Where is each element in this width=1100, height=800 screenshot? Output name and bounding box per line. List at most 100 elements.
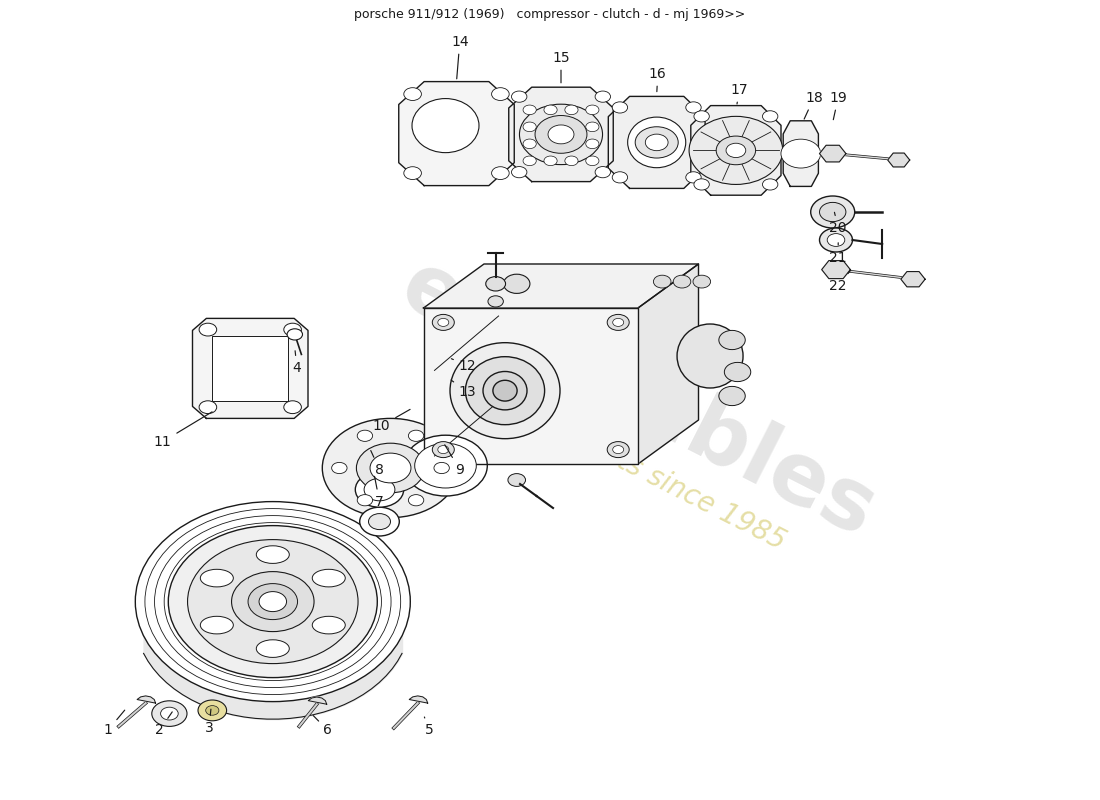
Text: 13: 13 bbox=[451, 380, 476, 399]
Polygon shape bbox=[138, 696, 155, 703]
Ellipse shape bbox=[200, 570, 233, 587]
Text: 17: 17 bbox=[730, 82, 748, 104]
Circle shape bbox=[719, 330, 746, 350]
Circle shape bbox=[198, 700, 227, 721]
Circle shape bbox=[360, 507, 399, 536]
Circle shape bbox=[492, 88, 509, 101]
Circle shape bbox=[565, 156, 579, 166]
Circle shape bbox=[368, 514, 390, 530]
Circle shape bbox=[535, 115, 587, 154]
Circle shape bbox=[524, 139, 537, 149]
Circle shape bbox=[322, 418, 459, 518]
Text: 11: 11 bbox=[154, 412, 212, 449]
Circle shape bbox=[404, 166, 421, 179]
Circle shape bbox=[689, 116, 783, 185]
Circle shape bbox=[519, 104, 603, 165]
Text: 21: 21 bbox=[829, 242, 847, 265]
Circle shape bbox=[544, 122, 558, 132]
Text: 1: 1 bbox=[103, 710, 124, 738]
Circle shape bbox=[635, 126, 679, 158]
Circle shape bbox=[586, 156, 600, 166]
Circle shape bbox=[438, 318, 449, 326]
Circle shape bbox=[504, 274, 530, 294]
Ellipse shape bbox=[412, 98, 478, 153]
Text: 2: 2 bbox=[155, 712, 173, 738]
Circle shape bbox=[524, 122, 537, 132]
Circle shape bbox=[544, 105, 558, 114]
Circle shape bbox=[685, 102, 701, 113]
Circle shape bbox=[781, 139, 821, 168]
Circle shape bbox=[716, 136, 756, 165]
Polygon shape bbox=[608, 97, 705, 189]
Circle shape bbox=[438, 446, 449, 454]
Circle shape bbox=[355, 472, 404, 507]
Circle shape bbox=[724, 362, 751, 382]
Circle shape bbox=[607, 314, 629, 330]
Circle shape bbox=[408, 494, 424, 506]
Circle shape bbox=[284, 401, 301, 414]
Circle shape bbox=[595, 166, 610, 178]
Circle shape bbox=[719, 386, 746, 406]
Circle shape bbox=[586, 105, 600, 114]
Circle shape bbox=[508, 474, 526, 486]
Circle shape bbox=[811, 196, 855, 228]
Ellipse shape bbox=[312, 616, 345, 634]
Circle shape bbox=[694, 110, 710, 122]
Polygon shape bbox=[424, 308, 638, 464]
Circle shape bbox=[488, 296, 504, 307]
Text: 18: 18 bbox=[804, 90, 823, 119]
Circle shape bbox=[827, 234, 845, 246]
Circle shape bbox=[524, 105, 537, 114]
Text: 6: 6 bbox=[314, 715, 332, 738]
Circle shape bbox=[685, 172, 701, 183]
Text: for parts since 1985: for parts since 1985 bbox=[529, 404, 791, 556]
Polygon shape bbox=[508, 87, 614, 182]
Circle shape bbox=[404, 88, 421, 101]
Circle shape bbox=[762, 110, 778, 122]
Text: 15: 15 bbox=[552, 50, 570, 83]
Polygon shape bbox=[308, 697, 327, 704]
Circle shape bbox=[512, 166, 527, 178]
Circle shape bbox=[358, 430, 373, 442]
Circle shape bbox=[726, 143, 746, 158]
Polygon shape bbox=[212, 336, 288, 401]
Circle shape bbox=[199, 323, 217, 336]
Circle shape bbox=[613, 446, 624, 454]
Circle shape bbox=[544, 156, 558, 166]
Polygon shape bbox=[901, 271, 925, 287]
Circle shape bbox=[646, 134, 668, 150]
Circle shape bbox=[653, 275, 671, 288]
Circle shape bbox=[613, 318, 624, 326]
Ellipse shape bbox=[483, 371, 527, 410]
Polygon shape bbox=[888, 153, 910, 167]
Circle shape bbox=[415, 443, 476, 488]
Polygon shape bbox=[398, 82, 515, 186]
Circle shape bbox=[284, 323, 301, 336]
Ellipse shape bbox=[200, 616, 233, 634]
Text: 19: 19 bbox=[829, 90, 847, 120]
Circle shape bbox=[332, 462, 348, 474]
Text: 3: 3 bbox=[205, 709, 213, 735]
Circle shape bbox=[370, 453, 411, 483]
Polygon shape bbox=[820, 146, 846, 162]
Circle shape bbox=[565, 139, 579, 149]
Circle shape bbox=[693, 275, 711, 288]
Circle shape bbox=[762, 179, 778, 190]
Circle shape bbox=[613, 172, 628, 183]
Text: 16: 16 bbox=[649, 66, 667, 92]
Circle shape bbox=[152, 701, 187, 726]
Polygon shape bbox=[409, 696, 428, 703]
Circle shape bbox=[433, 462, 449, 474]
Text: 4: 4 bbox=[293, 350, 301, 375]
Text: porsche 911/912 (1969)   compressor - clutch - d - mj 1969>>: porsche 911/912 (1969) compressor - clut… bbox=[354, 8, 746, 21]
Circle shape bbox=[187, 540, 359, 664]
Ellipse shape bbox=[678, 324, 744, 388]
Circle shape bbox=[206, 706, 219, 715]
Circle shape bbox=[408, 430, 424, 442]
Circle shape bbox=[595, 91, 610, 102]
Ellipse shape bbox=[465, 357, 544, 425]
Ellipse shape bbox=[256, 640, 289, 658]
Circle shape bbox=[135, 502, 410, 702]
Polygon shape bbox=[192, 318, 308, 418]
Circle shape bbox=[432, 314, 454, 330]
